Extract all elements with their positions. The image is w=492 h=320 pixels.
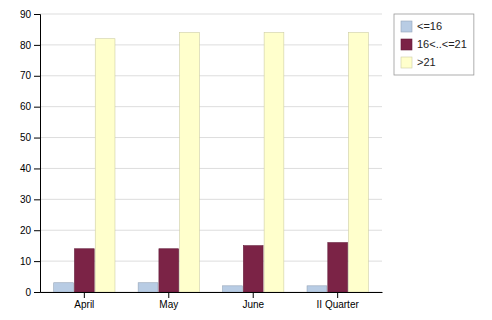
bar <box>74 249 94 292</box>
x-tick: June <box>242 292 264 310</box>
bar <box>349 33 369 292</box>
x-tick-label: II Quarter <box>317 299 360 310</box>
bar <box>138 283 158 292</box>
y-tick-label: 50 <box>20 132 32 143</box>
y-tick: 50 <box>20 132 40 143</box>
legend-item: >21 <box>401 56 436 68</box>
bar <box>180 33 200 292</box>
legend-box <box>394 14 474 75</box>
grid <box>40 14 382 292</box>
grid-line <box>40 106 382 107</box>
legend-item: 16<..<=21 <box>401 38 467 50</box>
y-tick-mark <box>34 261 40 262</box>
x-tick-label: May <box>159 299 178 310</box>
y-tick-label: 0 <box>25 287 31 298</box>
chart: 0 10 20 30 40 50 60 70 80 90 April May June II Quarte… <box>0 0 492 320</box>
x-tick: April <box>74 292 94 310</box>
grid-line <box>40 199 382 200</box>
bar <box>264 33 284 292</box>
grid-line <box>40 44 382 45</box>
y-tick-label: 70 <box>20 70 32 81</box>
x-tick-mark <box>253 292 254 298</box>
y-tick-mark <box>34 76 40 77</box>
x-axis: April May June II Quarter <box>41 292 383 310</box>
legend-label: >21 <box>417 56 436 68</box>
y-tick-mark <box>34 292 40 293</box>
bar <box>328 243 348 292</box>
y-axis: 0 10 20 30 40 50 60 70 80 90 <box>20 9 41 298</box>
y-tick-label: 80 <box>20 40 32 51</box>
bar <box>307 286 327 292</box>
x-axis-line <box>41 292 383 293</box>
y-tick: 70 <box>20 70 40 81</box>
y-tick-label: 90 <box>20 9 32 20</box>
legend-swatch <box>401 21 412 32</box>
grid-line <box>40 137 382 138</box>
grid-line <box>40 14 382 15</box>
plot: 0 10 20 30 40 50 60 70 80 90 April May June II Quarte… <box>20 9 474 310</box>
legend-label: <=16 <box>417 20 442 32</box>
y-tick-label: 30 <box>20 194 32 205</box>
grid-line <box>40 230 382 231</box>
legend-label: 16<..<=21 <box>417 38 467 50</box>
bar <box>223 286 243 292</box>
y-tick-mark <box>34 138 40 139</box>
y-tick: 40 <box>20 163 40 174</box>
y-tick: 90 <box>20 9 40 20</box>
y-tick-label: 60 <box>20 101 32 112</box>
bar-series <box>74 243 347 292</box>
legend-item: <=16 <box>401 20 442 32</box>
y-tick-mark <box>34 14 40 15</box>
bar <box>159 249 179 292</box>
x-tick-label: June <box>242 299 264 310</box>
bar <box>95 39 115 292</box>
y-tick-mark <box>34 199 40 200</box>
legend-swatch <box>401 39 412 50</box>
y-tick-label: 20 <box>20 225 32 236</box>
grid-line <box>40 75 382 76</box>
y-tick: 20 <box>20 225 40 236</box>
y-tick: 0 <box>25 287 40 298</box>
y-tick-mark <box>34 45 40 46</box>
bar <box>54 283 74 292</box>
legend: <=16 16<..<=21 >21 <box>394 14 474 75</box>
x-tick: II Quarter <box>317 292 360 310</box>
x-tick-mark <box>168 292 169 298</box>
bar <box>243 246 263 292</box>
y-tick: 60 <box>20 101 40 112</box>
y-tick-label: 10 <box>20 256 32 267</box>
bar-series <box>95 33 368 292</box>
grid-line <box>40 168 382 169</box>
x-tick-mark <box>84 292 85 298</box>
x-tick-mark <box>337 292 338 298</box>
x-tick: May <box>159 292 178 310</box>
y-tick-mark <box>34 107 40 108</box>
y-tick-mark <box>34 230 40 231</box>
y-axis-line <box>34 15 41 293</box>
y-tick: 10 <box>20 256 40 267</box>
bars <box>54 33 369 292</box>
y-tick-label: 40 <box>20 163 32 174</box>
y-tick: 80 <box>20 40 40 51</box>
legend-swatch <box>401 57 412 68</box>
y-tick-mark <box>34 168 40 169</box>
x-tick-label: April <box>74 299 94 310</box>
y-tick: 30 <box>20 194 40 205</box>
